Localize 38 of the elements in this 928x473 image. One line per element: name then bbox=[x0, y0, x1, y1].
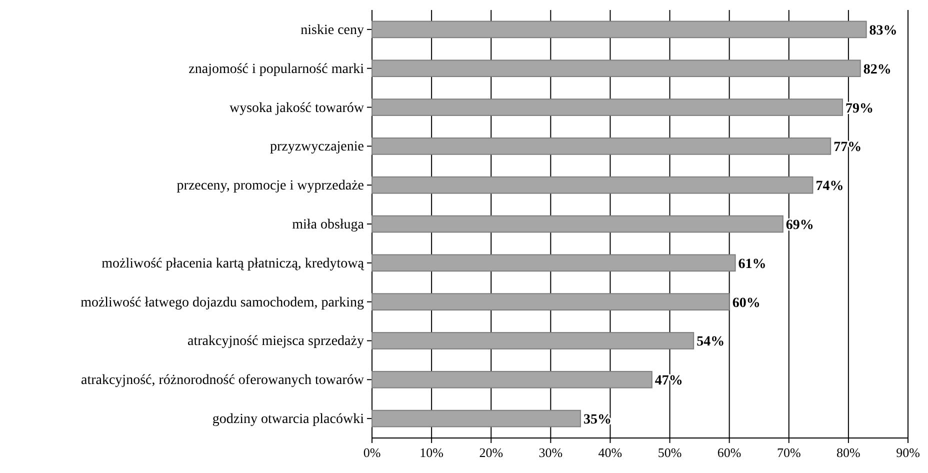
y-tick-label: przeceny, promocje i wyprzedaże bbox=[176, 178, 364, 194]
bar bbox=[372, 215, 784, 233]
bar bbox=[372, 332, 694, 350]
data-label: 82% bbox=[863, 62, 892, 78]
y-tick-label: przyzwyczajenie bbox=[270, 140, 364, 155]
bar bbox=[372, 98, 843, 116]
y-tick-label: znajomość i popularność marki bbox=[188, 62, 364, 77]
x-tick-label: 70% bbox=[776, 445, 801, 460]
x-tick-label: 50% bbox=[658, 445, 682, 460]
x-tick-label: 10% bbox=[420, 445, 444, 460]
y-tick-label: niskie ceny bbox=[300, 22, 364, 38]
x-tick-label: 60% bbox=[717, 445, 742, 460]
data-label: 60% bbox=[732, 296, 760, 311]
y-tick-label: miła obsługa bbox=[292, 218, 365, 232]
y-tick-label: możliwość płacenia kartą płatniczą, kredytową bbox=[102, 256, 365, 272]
x-tick-label: 90% bbox=[896, 445, 920, 460]
x-tick-label: 40% bbox=[598, 445, 622, 460]
y-tick-label: możliwość łatwego dojazdu samochodem, parking bbox=[80, 295, 364, 310]
x-tick-label: 30% bbox=[538, 445, 563, 460]
bar bbox=[372, 138, 832, 155]
data-label: 61% bbox=[738, 256, 766, 272]
y-tick-label: atrakcyjność miejsca sprzedaży bbox=[188, 334, 364, 350]
data-label: 74% bbox=[816, 179, 844, 194]
data-label: 83% bbox=[869, 23, 898, 38]
bar bbox=[372, 20, 867, 38]
x-tick-label: 0% bbox=[363, 445, 381, 460]
bar bbox=[372, 370, 652, 388]
x-tick-label: 80% bbox=[836, 445, 861, 460]
x-tick-label: 20% bbox=[479, 445, 504, 460]
bar bbox=[372, 60, 861, 78]
bar bbox=[372, 254, 736, 272]
bar bbox=[372, 293, 730, 310]
y-tick-label: atrakcyjność, różnorodność oferowanych towarów bbox=[80, 373, 365, 388]
bar bbox=[372, 176, 814, 194]
y-tick-label: wysoka jakość towarów bbox=[229, 100, 365, 116]
bar bbox=[372, 410, 581, 428]
y-tick-label: godziny otwarcia placówki bbox=[212, 412, 364, 428]
data-label: 54% bbox=[696, 334, 725, 350]
